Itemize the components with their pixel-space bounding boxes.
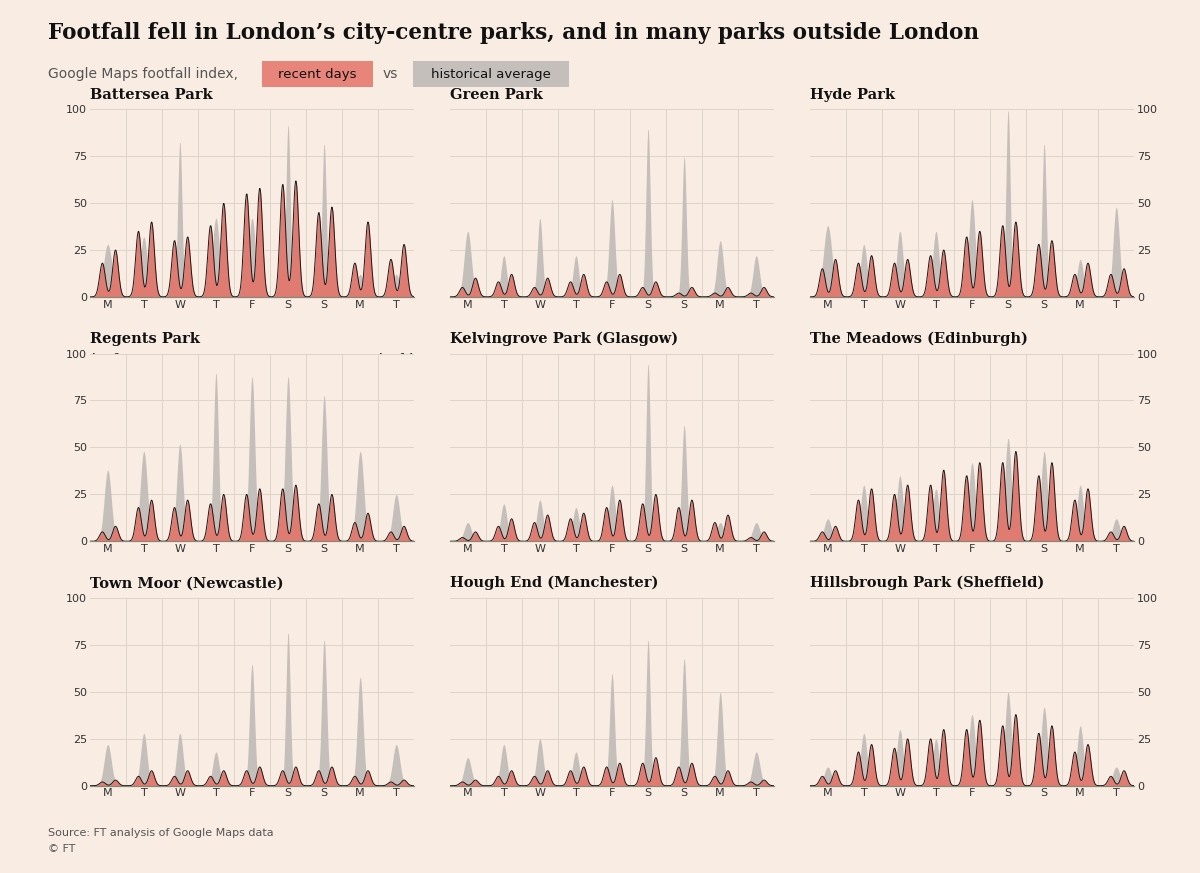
Text: Green Park: Green Park xyxy=(450,87,542,101)
Text: © FT: © FT xyxy=(48,844,76,854)
Text: Battersea Park: Battersea Park xyxy=(90,87,212,101)
Text: Hough End (Manchester): Hough End (Manchester) xyxy=(450,576,659,590)
Text: vs: vs xyxy=(383,67,398,81)
Text: Hillsbrough Park (Sheffield): Hillsbrough Park (Sheffield) xyxy=(810,576,1044,590)
Text: Town Moor (Newcastle): Town Moor (Newcastle) xyxy=(90,576,283,590)
Text: Source: FT analysis of Google Maps data: Source: FT analysis of Google Maps data xyxy=(48,828,274,838)
Text: Google Maps footfall index,: Google Maps footfall index, xyxy=(48,67,242,81)
Text: The Meadows (Edinburgh): The Meadows (Edinburgh) xyxy=(810,332,1028,346)
Text: recent days: recent days xyxy=(278,68,356,80)
Text: historical average: historical average xyxy=(431,68,551,80)
Text: Hyde Park: Hyde Park xyxy=(810,87,895,101)
Text: Regents Park: Regents Park xyxy=(90,332,200,346)
Text: Apr 14: Apr 14 xyxy=(377,353,414,363)
Text: Kelvingrove Park (Glasgow): Kelvingrove Park (Glasgow) xyxy=(450,332,678,346)
Text: Apr 6: Apr 6 xyxy=(90,353,120,363)
Text: Footfall fell in London’s city-centre parks, and in many parks outside London: Footfall fell in London’s city-centre pa… xyxy=(48,22,979,44)
